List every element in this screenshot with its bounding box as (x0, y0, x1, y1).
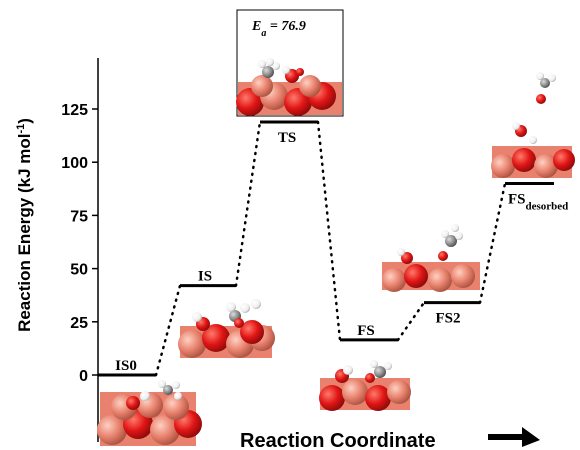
connector-line (396, 301, 426, 342)
y-tick-label: 100 (61, 155, 88, 172)
structure-fs-image (319, 360, 411, 411)
y-tick-label: 25 (70, 315, 88, 332)
state-label-fs2: FS2 (435, 311, 460, 327)
structure-ts-image (236, 9, 344, 117)
state-label-fs-desorbed: FSdesorbed (508, 191, 568, 212)
state-labels: IS0 IS TS FS FS2 FSdesorbed (115, 130, 568, 374)
structure-is-image (178, 299, 275, 358)
structure-fs-desorbed-image (491, 72, 575, 178)
structure-is0-image (97, 380, 202, 446)
activation-energy-annotation: Ea = 76.9 (251, 19, 306, 39)
state-label-is0: IS0 (115, 358, 137, 374)
y-ticks: 0 25 50 75 100 125 (61, 102, 98, 385)
state-label-is: IS (198, 269, 212, 285)
connector-line (154, 284, 182, 377)
x-axis-title: Reaction Coordinate (240, 430, 436, 450)
y-tick-label: 125 (61, 102, 88, 119)
energy-levels (98, 120, 554, 377)
state-label-fs: FS (357, 323, 375, 339)
x-axis-arrow-icon (488, 427, 540, 447)
connector-line (478, 182, 507, 304)
connector-line (316, 120, 342, 342)
connector-lines (154, 120, 507, 377)
y-axis-title: Reaction Energy (kJ mol-1) (15, 118, 34, 332)
y-tick-label: 75 (70, 208, 88, 225)
structure-fs2-image (382, 224, 480, 292)
connector-line (234, 120, 262, 287)
y-tick-label: 50 (70, 262, 88, 279)
y-tick-label: 0 (79, 368, 88, 385)
state-label-ts: TS (278, 130, 296, 146)
